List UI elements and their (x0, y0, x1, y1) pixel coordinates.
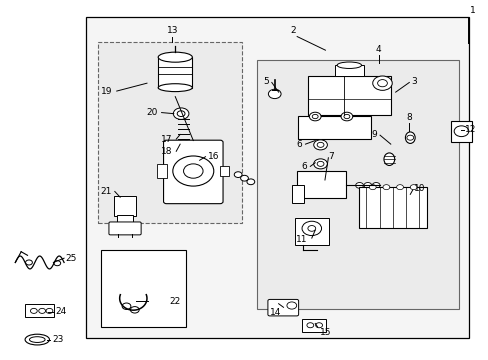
Circle shape (313, 159, 327, 169)
Bar (358, 187, 427, 228)
Text: 4: 4 (375, 45, 381, 54)
Circle shape (183, 164, 203, 178)
Circle shape (30, 309, 37, 314)
FancyBboxPatch shape (109, 222, 141, 235)
Circle shape (317, 161, 324, 166)
Circle shape (172, 156, 213, 186)
Circle shape (177, 111, 184, 117)
Circle shape (173, 108, 188, 120)
Bar (117, 215, 133, 224)
Circle shape (306, 323, 313, 328)
Text: 2: 2 (290, 27, 295, 36)
Bar (298, 116, 370, 139)
Circle shape (240, 175, 248, 181)
Bar (256, 60, 458, 309)
Text: 17: 17 (161, 135, 172, 144)
Text: 7: 7 (328, 152, 333, 161)
Ellipse shape (405, 132, 414, 143)
Bar (25, 305, 54, 318)
Circle shape (377, 80, 386, 87)
Circle shape (312, 114, 318, 119)
Bar (302, 319, 326, 332)
Circle shape (39, 309, 45, 314)
Circle shape (234, 172, 242, 177)
Bar (114, 196, 136, 216)
Bar (297, 171, 345, 198)
Circle shape (122, 303, 131, 310)
Circle shape (382, 185, 389, 190)
Bar (307, 76, 390, 116)
Circle shape (363, 183, 371, 188)
Text: 5: 5 (263, 77, 268, 86)
Ellipse shape (25, 334, 49, 345)
Bar (158, 57, 192, 87)
Ellipse shape (29, 337, 45, 342)
Circle shape (372, 76, 391, 90)
Text: 14: 14 (269, 309, 281, 318)
Ellipse shape (158, 52, 192, 62)
Circle shape (368, 185, 375, 190)
Text: 13: 13 (166, 27, 178, 36)
Circle shape (130, 307, 139, 313)
Bar (334, 65, 363, 76)
Circle shape (180, 142, 186, 146)
Circle shape (371, 183, 379, 188)
Circle shape (453, 126, 468, 136)
Circle shape (409, 185, 416, 190)
Text: 23: 23 (52, 335, 63, 344)
Text: 6: 6 (296, 140, 302, 149)
Circle shape (406, 135, 413, 140)
Circle shape (340, 112, 352, 121)
Circle shape (315, 323, 322, 328)
Bar (98, 42, 242, 223)
Circle shape (286, 302, 296, 309)
Circle shape (302, 221, 321, 235)
Text: 8: 8 (406, 113, 411, 122)
Text: 25: 25 (65, 254, 76, 263)
Circle shape (317, 142, 324, 147)
Bar (294, 218, 328, 244)
Text: 24: 24 (55, 307, 66, 316)
Ellipse shape (336, 62, 361, 68)
FancyBboxPatch shape (163, 140, 223, 204)
Circle shape (396, 185, 403, 190)
Circle shape (25, 260, 32, 265)
Circle shape (355, 183, 363, 188)
Ellipse shape (383, 153, 394, 166)
Circle shape (307, 226, 315, 231)
Circle shape (177, 140, 189, 148)
Text: 16: 16 (207, 152, 219, 161)
Bar (101, 250, 185, 327)
Text: 12: 12 (464, 125, 475, 134)
Circle shape (309, 112, 321, 121)
Circle shape (313, 140, 327, 150)
Text: 15: 15 (320, 328, 331, 337)
Text: 3: 3 (410, 77, 416, 86)
Text: 1: 1 (469, 6, 475, 15)
FancyBboxPatch shape (267, 300, 298, 316)
Text: 19: 19 (101, 86, 113, 95)
Text: 10: 10 (413, 184, 425, 193)
Circle shape (46, 309, 53, 314)
Text: 21: 21 (101, 187, 112, 196)
Circle shape (343, 114, 349, 119)
Bar (157, 164, 167, 178)
Text: 11: 11 (296, 235, 307, 244)
Bar (450, 121, 471, 141)
Bar (220, 166, 228, 176)
Bar (292, 185, 304, 203)
Ellipse shape (158, 84, 192, 91)
Text: 9: 9 (370, 130, 376, 139)
Circle shape (54, 261, 61, 266)
Text: 22: 22 (168, 297, 180, 306)
Circle shape (268, 89, 281, 99)
Text: 6: 6 (301, 162, 306, 171)
Bar (86, 17, 468, 338)
Text: 20: 20 (146, 108, 158, 117)
Text: 18: 18 (161, 147, 172, 156)
Circle shape (246, 179, 254, 185)
